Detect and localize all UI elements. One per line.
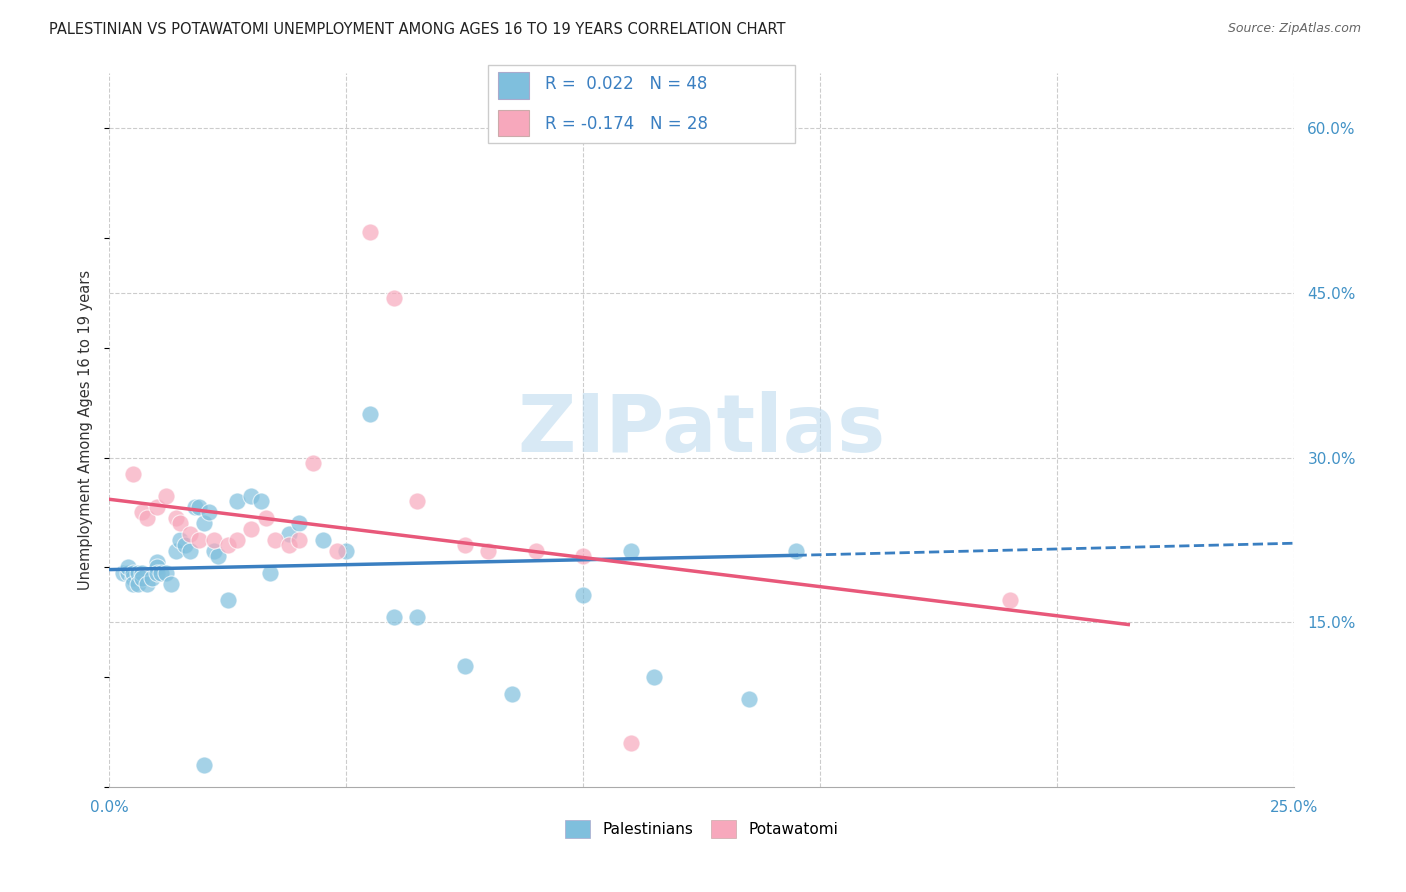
Point: [572, 588, 595, 602]
Point: [311, 533, 333, 547]
Point: [288, 533, 311, 547]
Point: [145, 555, 167, 569]
Point: [150, 566, 173, 580]
FancyBboxPatch shape: [498, 72, 529, 98]
Point: [288, 516, 311, 531]
Point: [131, 571, 153, 585]
Point: [117, 560, 139, 574]
Point: [738, 692, 761, 706]
Point: [169, 516, 191, 531]
Text: ZIPatlas: ZIPatlas: [517, 391, 886, 469]
Point: [207, 549, 229, 564]
Point: [326, 544, 349, 558]
Text: R =  0.022   N = 48: R = 0.022 N = 48: [546, 75, 707, 93]
Point: [406, 610, 429, 624]
Point: [169, 533, 191, 547]
Point: [155, 489, 177, 503]
Point: [359, 407, 381, 421]
FancyBboxPatch shape: [498, 110, 529, 136]
Point: [131, 506, 153, 520]
Point: [179, 527, 201, 541]
Point: [254, 511, 277, 525]
Point: [122, 566, 145, 580]
Point: [183, 500, 205, 514]
Point: [136, 577, 159, 591]
Point: [620, 544, 643, 558]
Point: [122, 577, 145, 591]
Text: R = -0.174   N = 28: R = -0.174 N = 28: [546, 114, 709, 133]
Point: [127, 566, 149, 580]
Point: [145, 566, 167, 580]
Point: [122, 571, 145, 585]
Point: [122, 467, 145, 481]
Point: [335, 544, 357, 558]
Point: [572, 549, 595, 564]
Point: [259, 566, 281, 580]
Point: [145, 500, 167, 514]
Point: [620, 736, 643, 750]
Point: [174, 538, 197, 552]
Point: [193, 758, 215, 772]
Point: [226, 533, 249, 547]
Point: [501, 687, 523, 701]
Point: [165, 511, 187, 525]
FancyBboxPatch shape: [488, 65, 796, 143]
Text: PALESTINIAN VS POTAWATOMI UNEMPLOYMENT AMONG AGES 16 TO 19 YEARS CORRELATION CHA: PALESTINIAN VS POTAWATOMI UNEMPLOYMENT A…: [49, 22, 786, 37]
Point: [165, 544, 187, 558]
Point: [131, 566, 153, 580]
Point: [643, 670, 665, 684]
Point: [359, 225, 381, 239]
Point: [240, 522, 263, 536]
Point: [160, 577, 183, 591]
Point: [217, 538, 239, 552]
Point: [302, 456, 325, 470]
Point: [202, 533, 225, 547]
Point: [785, 544, 807, 558]
Point: [240, 489, 263, 503]
Point: [145, 560, 167, 574]
Point: [406, 494, 429, 508]
Point: [524, 544, 547, 558]
Point: [193, 516, 215, 531]
Point: [264, 533, 287, 547]
Point: [454, 538, 477, 552]
Point: [155, 566, 177, 580]
Point: [250, 494, 273, 508]
Point: [226, 494, 249, 508]
Point: [382, 610, 405, 624]
Point: [382, 291, 405, 305]
Point: [202, 544, 225, 558]
Point: [188, 500, 211, 514]
Point: [477, 544, 499, 558]
Point: [112, 566, 135, 580]
Point: [117, 566, 139, 580]
Point: [998, 593, 1021, 607]
Point: [278, 538, 301, 552]
Point: [217, 593, 239, 607]
Point: [278, 527, 301, 541]
Point: [188, 533, 211, 547]
Y-axis label: Unemployment Among Ages 16 to 19 years: Unemployment Among Ages 16 to 19 years: [79, 270, 93, 591]
Point: [179, 544, 201, 558]
Point: [136, 511, 159, 525]
Point: [454, 659, 477, 673]
Point: [197, 506, 219, 520]
Legend: Palestinians, Potawatomi: Palestinians, Potawatomi: [560, 814, 844, 844]
Point: [127, 577, 149, 591]
Text: Source: ZipAtlas.com: Source: ZipAtlas.com: [1227, 22, 1361, 36]
Point: [141, 571, 163, 585]
